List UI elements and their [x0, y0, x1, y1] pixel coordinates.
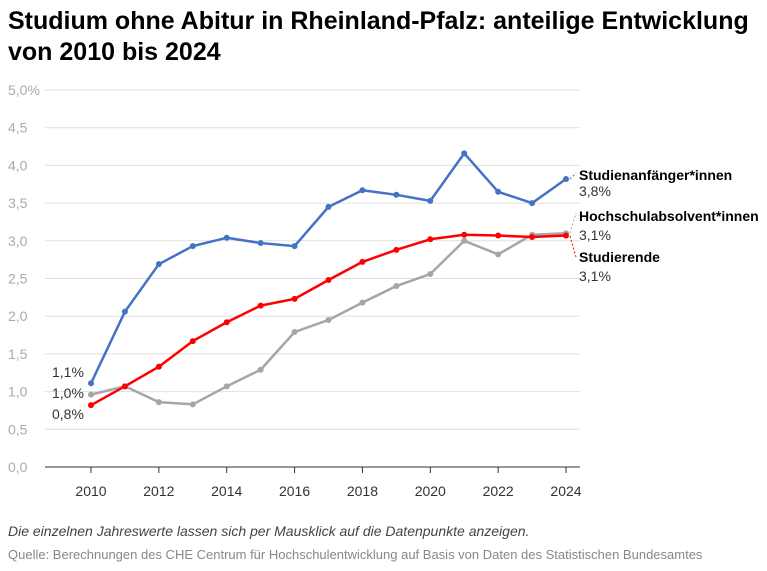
data-point: [461, 231, 468, 238]
data-point: [563, 175, 569, 182]
data-point: [155, 399, 162, 406]
data-point: [257, 240, 264, 247]
data-point: [223, 319, 230, 326]
end-value-label: 3,1%: [579, 227, 611, 243]
data-point: [359, 258, 366, 265]
data-point: [189, 338, 196, 345]
end-value-label: 3,8%: [579, 183, 611, 199]
data-point: [88, 391, 94, 398]
data-point: [495, 251, 502, 258]
y-tick-label: 0,5: [8, 421, 28, 437]
start-label: 1,1%: [52, 364, 84, 380]
data-point: [393, 246, 400, 253]
data-point: [121, 383, 128, 390]
series-name-label: Studienanfänger*innen: [579, 167, 732, 183]
data-point: [427, 236, 434, 243]
y-tick-label: 3,5: [8, 195, 28, 211]
data-point: [359, 187, 366, 194]
y-tick-label: 4,0: [8, 157, 28, 173]
data-point: [291, 329, 298, 336]
series-name-label: Hochschulabsolvent*innen: [579, 208, 759, 224]
data-point: [155, 363, 162, 370]
x-tick-label: 2012: [143, 483, 174, 499]
y-tick-label: 1,0: [8, 384, 28, 400]
x-tick-label: 2018: [347, 483, 378, 499]
data-point: [359, 299, 366, 306]
data-point: [223, 234, 230, 241]
y-tick-label: 5,0%: [8, 82, 40, 98]
data-point: [495, 188, 502, 195]
y-tick-label: 4,5: [8, 120, 28, 136]
data-point: [257, 366, 264, 373]
end-value-label: 3,1%: [579, 268, 611, 284]
y-tick-label: 2,0: [8, 308, 28, 324]
data-point: [189, 401, 196, 408]
y-tick-label: 0,0: [8, 459, 28, 475]
data-point: [461, 237, 468, 244]
data-point: [88, 402, 94, 409]
series-line-0: [89, 152, 567, 384]
x-tick-label: 2022: [483, 483, 514, 499]
x-tick-label: 2016: [279, 483, 310, 499]
data-point: [291, 295, 298, 302]
chart-note: Die einzelnen Jahreswerte lassen sich pe…: [8, 523, 530, 539]
data-point: [189, 243, 196, 250]
data-point: [461, 150, 468, 157]
chart-title: Studium ohne Abitur in Rheinland-Pfalz: …: [8, 7, 749, 66]
data-point: [223, 383, 230, 390]
data-point: [393, 191, 400, 198]
label-connector: [569, 172, 577, 180]
data-point: [563, 232, 569, 239]
start-label: 1,0%: [52, 385, 84, 401]
line-chart: 0,0 0,5 1,0 1,5 2,0 2,5 3,0 3,5 4,0 4,5 5,0% 2010 20…: [8, 82, 759, 499]
data-point: [88, 380, 94, 387]
data-point: [427, 197, 434, 204]
x-tick-label: 2024: [550, 483, 581, 499]
chart-source: Quelle: Berechnungen des CHE Centrum für…: [8, 547, 703, 562]
data-point: [529, 234, 536, 241]
data-point: [495, 232, 502, 239]
y-tick-label: 2,5: [8, 271, 28, 287]
start-label: 0,8%: [52, 406, 84, 422]
label-connector: [569, 235, 577, 258]
data-point: [427, 270, 434, 277]
data-point: [325, 316, 332, 323]
label-connector: [569, 212, 577, 234]
data-point: [155, 261, 162, 268]
data-point: [529, 200, 536, 207]
series-name-label: Studierende: [579, 249, 660, 265]
data-point: [325, 203, 332, 210]
data-point: [121, 308, 128, 315]
x-tick-label: 2010: [75, 483, 106, 499]
x-tick-label: 2020: [415, 483, 446, 499]
data-point: [257, 302, 264, 309]
y-tick-label: 3,0: [8, 233, 28, 249]
data-point: [291, 243, 298, 250]
data-point: [325, 277, 332, 284]
x-tick-label: 2014: [211, 483, 242, 499]
data-point: [393, 283, 400, 290]
y-tick-label: 1,5: [8, 346, 28, 362]
